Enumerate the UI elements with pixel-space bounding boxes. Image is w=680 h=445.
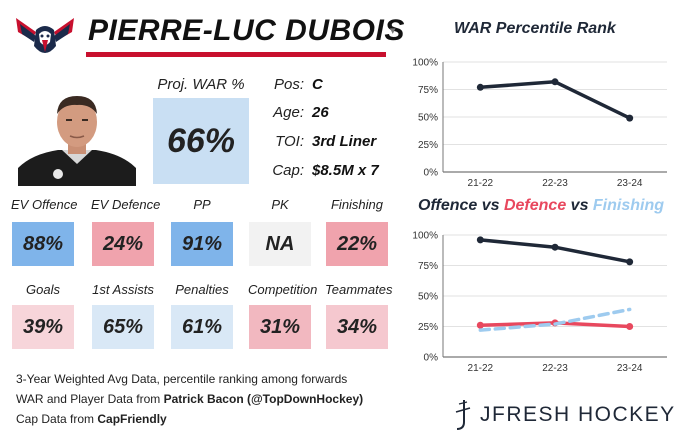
- chart2-title-defence: Defence: [503, 197, 567, 214]
- chart2-ytick-label: 50%: [418, 292, 438, 303]
- stat-label-penalties: Penalties: [175, 282, 229, 297]
- chart1-ytick-label: 25%: [418, 140, 438, 151]
- stat-tile-goals: 39%: [12, 305, 74, 349]
- stat-label-pk: PK: [271, 197, 289, 212]
- chart2-title-offence: Offence: [418, 197, 478, 214]
- chart1-ytick-label: 0%: [424, 168, 439, 179]
- stat-tile-ev-offence: 88%: [12, 222, 74, 266]
- toi-value: 3rd Liner: [312, 133, 377, 150]
- player-headshot: [18, 88, 136, 186]
- chart2-line-offence: [478, 238, 632, 264]
- stat-label-ev-offence: EV Offence: [11, 197, 78, 212]
- chart1-ytick-label: 75%: [418, 85, 438, 96]
- stat-tile-teammates: 34%: [326, 305, 388, 349]
- chart2-ytick-label: 25%: [418, 322, 438, 333]
- war-percentile-chart: 0% 25% 50% 75% 100% 21-22 22-23 23-24: [412, 58, 667, 189]
- chart2-point-defence: [626, 323, 634, 330]
- stat-tile-ev-defence: 24%: [92, 222, 154, 266]
- chart2-title-finishing: Finishing: [592, 197, 665, 214]
- chart2-ytick-label: 75%: [418, 261, 438, 272]
- player-name: PIERRE-LUC DUBOIS: [88, 14, 405, 47]
- name-underline: [86, 52, 386, 57]
- footer-war-author: Patrick Bacon (@TopDownHockey): [163, 392, 364, 406]
- chart1-point-series: [476, 83, 484, 91]
- stat-label-teammates: Teammates: [325, 282, 393, 297]
- chart2-title-vs1: vs: [477, 197, 504, 214]
- footer-war-source: WAR and Player Data from Patrick Bacon (…: [16, 392, 363, 406]
- stat-label-finishing: Finishing: [330, 197, 384, 212]
- stat-label-goals: Goals: [26, 282, 60, 297]
- jfresh-logo-icon: [452, 398, 472, 432]
- stat-tile-finishing: 22%: [326, 222, 388, 266]
- chart1-xtick-label: 21-22: [468, 178, 494, 189]
- stat-tile-penalties: 61%: [171, 305, 233, 349]
- footer-cap-prefix: Cap Data from: [16, 412, 98, 426]
- footer-war-prefix: WAR and Player Data from: [16, 392, 164, 406]
- pos-label: Pos:: [273, 76, 304, 93]
- stat-label-first-assists: 1st Assists: [92, 282, 154, 297]
- capitals-eagle-logo-icon: [16, 18, 74, 53]
- chart1-ytick-label: 100%: [412, 58, 438, 69]
- chevron-down-icon[interactable]: ▾: [390, 25, 396, 37]
- chart2-point-offence: [476, 236, 484, 244]
- stat-label-ev-defence: EV Defence: [91, 197, 161, 212]
- chart1-xtick-label: 23-24: [617, 178, 643, 189]
- chart1-line-series: [478, 80, 632, 120]
- team-logo: [14, 12, 76, 64]
- offence-defence-finishing-chart: 0% 25% 50% 75% 100% 21-22 22-23 23-24: [412, 231, 667, 374]
- proj-war-label: Proj. WAR %: [157, 76, 245, 93]
- cap-label: Cap:: [272, 162, 304, 179]
- chart1-point-series: [551, 78, 559, 86]
- stat-label-pp: PP: [193, 197, 211, 212]
- stat-tile-pk: NA: [249, 222, 311, 266]
- chart2-xtick-label: 22-23: [542, 363, 568, 374]
- stat-tile-competition: 31%: [249, 305, 311, 349]
- proj-war-value: 66%: [153, 98, 249, 184]
- footer-note: 3-Year Weighted Avg Data, percentile ran…: [16, 372, 348, 386]
- chart2-point-offence: [551, 243, 559, 251]
- pos-value: C: [312, 76, 323, 93]
- stat-label-competition: Competition: [248, 282, 318, 297]
- age-label: Age:: [273, 104, 304, 121]
- chart2-point-offence: [626, 258, 634, 266]
- footer-cap-source: Cap Data from CapFriendly: [16, 412, 167, 426]
- stat-tile-pp: 91%: [171, 222, 233, 266]
- age-value: 26: [312, 104, 329, 121]
- chart1-point-series: [626, 114, 634, 122]
- chart2-title-vs2: vs: [566, 197, 593, 214]
- chart2-xtick-label: 21-22: [468, 363, 494, 374]
- chart1-xtick-label: 22-23: [542, 178, 568, 189]
- stat-tile-first-assists: 65%: [92, 305, 154, 349]
- chart1-title: WAR Percentile Rank: [454, 20, 616, 37]
- chart2-xtick-label: 23-24: [617, 363, 643, 374]
- chart2-point-defence: [476, 321, 484, 329]
- chart2-ytick-label: 100%: [412, 231, 438, 242]
- chart2-line-finishing: [478, 307, 632, 332]
- chart2-ytick-label: 0%: [424, 353, 439, 364]
- toi-label: TOI:: [275, 133, 304, 150]
- chart1-ytick-label: 50%: [418, 113, 438, 124]
- chart2-title: Offence vs Defence vs Finishing: [418, 197, 664, 215]
- cap-value: $8.5M x 7: [312, 162, 379, 179]
- footer-cap-author: CapFriendly: [97, 412, 167, 426]
- brand-name: JFRESH HOCKEY: [480, 403, 676, 426]
